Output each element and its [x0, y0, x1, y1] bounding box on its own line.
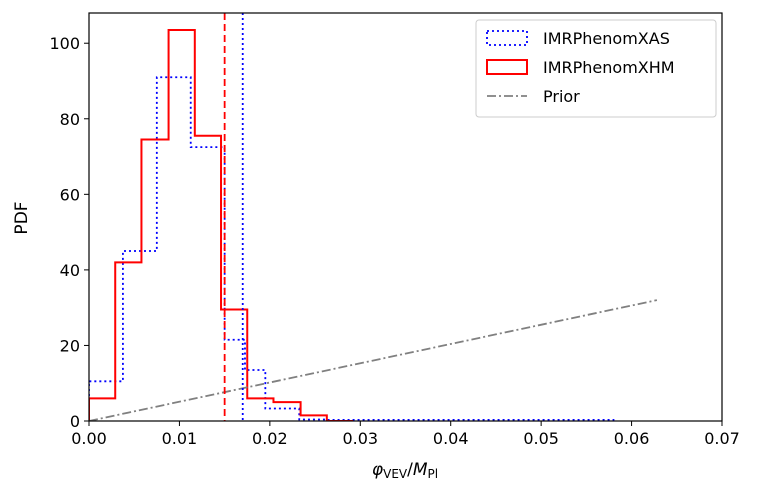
legend-label-prior: Prior [543, 87, 580, 106]
y-tick-label: 100 [49, 34, 80, 53]
series-imrphenomxhm [89, 29, 354, 421]
legend-swatch-imrphenomxas [486, 30, 528, 46]
y-tick-label: 40 [60, 261, 80, 280]
axes: 0.00 0.01 0.02 0.03 0.04 0.05 0.06 0.07 0 20 40 60 8… [49, 12, 740, 448]
x-tick-label: 0.06 [614, 429, 650, 448]
x-tick-label: 0.01 [162, 429, 198, 448]
y-tick-label: 60 [60, 185, 80, 204]
legend-swatch-imrphenomxhm [486, 59, 528, 75]
y-tick-label: 0 [70, 412, 80, 431]
axes-frame [88, 12, 723, 422]
x-axis-label: φVEV/MPl [372, 460, 438, 481]
x-tick-label: 0.05 [523, 429, 559, 448]
legend: IMRPhenomXAS IMRPhenomXHM Prior [475, 19, 717, 118]
plot-area [89, 13, 658, 421]
series-prior [89, 299, 658, 421]
x-tick-label: 0.07 [704, 429, 740, 448]
legend-label-imrphenomxas: IMRPhenomXAS [543, 29, 670, 48]
x-tick-label: 0.00 [71, 429, 107, 448]
x-tick-label: 0.03 [342, 429, 378, 448]
legend-box [475, 19, 717, 118]
x-tick-label: 0.04 [433, 429, 469, 448]
legend-label-imrphenomxhm: IMRPhenomXHM [543, 58, 675, 77]
y-tick-label: 20 [60, 336, 80, 355]
y-tick-label: 80 [60, 110, 80, 129]
x-tick-label: 0.02 [252, 429, 288, 448]
y-axis-label: PDF [12, 201, 32, 234]
